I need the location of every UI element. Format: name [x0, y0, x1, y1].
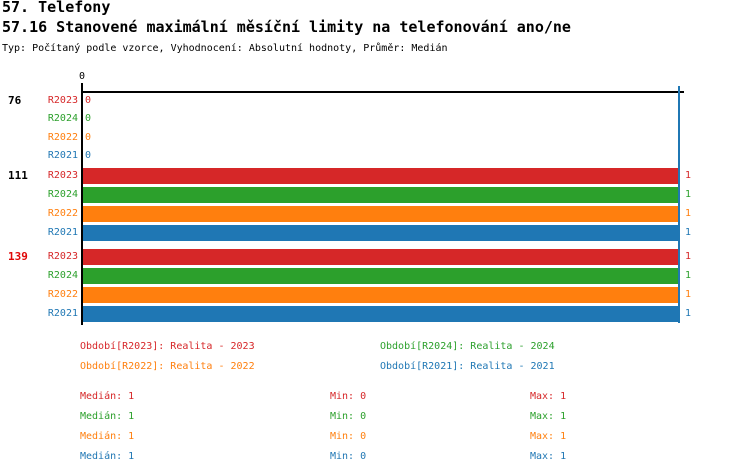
bar-value-label: 0 [85, 132, 92, 143]
bar [83, 187, 678, 203]
stat-median: Medián: 1 [80, 431, 135, 442]
bar [83, 225, 678, 241]
stat-median: Medián: 1 [80, 451, 135, 462]
bar-value-label: 1 [685, 270, 692, 281]
series-label: R2023 [47, 95, 78, 106]
series-label: R2022 [47, 289, 78, 300]
stat-min: Min: 0 [330, 411, 367, 422]
stat-max: Max: 1 [530, 451, 567, 462]
max-value-line [678, 86, 680, 323]
stat-max: Max: 1 [530, 391, 567, 402]
stat-max: Max: 1 [530, 411, 567, 422]
bar-value-label: 1 [685, 289, 692, 300]
bar-value-label: 0 [85, 95, 92, 106]
stat-min: Min: 0 [330, 391, 367, 402]
legend-item: Období[R2021]: Realita - 2021 [380, 361, 555, 372]
series-label: R2024 [47, 270, 78, 281]
bar [83, 306, 678, 322]
bar [83, 249, 678, 265]
group-label: 139 [8, 250, 28, 263]
stat-median: Medián: 1 [80, 391, 135, 402]
bar-value-label: 0 [85, 150, 92, 161]
bar-value-label: 0 [85, 113, 92, 124]
bar-value-label: 1 [685, 170, 692, 181]
legend-item: Období[R2023]: Realita - 2023 [80, 341, 255, 352]
legend-item: Období[R2022]: Realita - 2022 [80, 361, 255, 372]
stat-max: Max: 1 [530, 431, 567, 442]
series-label: R2024 [47, 113, 78, 124]
bar-value-label: 1 [685, 308, 692, 319]
series-label: R2022 [47, 132, 78, 143]
legend-item: Období[R2024]: Realita - 2024 [380, 341, 555, 352]
bar-value-label: 1 [685, 251, 692, 262]
bar [83, 287, 678, 303]
stat-median: Medián: 1 [80, 411, 135, 422]
stat-min: Min: 0 [330, 451, 367, 462]
group-label: 76 [8, 94, 22, 107]
bar [83, 268, 678, 284]
series-label: R2021 [47, 308, 78, 319]
series-label: R2024 [47, 189, 78, 200]
series-label: R2023 [47, 251, 78, 262]
page-title: 57. Telefony [2, 0, 111, 16]
chart-subtitle: 57.16 Stanovené maximální měsíční limity… [2, 18, 571, 36]
bar-value-label: 1 [685, 227, 692, 238]
group-label: 111 [8, 169, 28, 182]
chart-meta-info: Typ: Počítaný podle vzorce, Vyhodnocení:… [2, 43, 448, 54]
series-label: R2023 [47, 170, 78, 181]
stat-min: Min: 0 [330, 431, 367, 442]
bar [83, 168, 678, 184]
bar-value-label: 1 [685, 189, 692, 200]
bar [83, 206, 678, 222]
series-label: R2022 [47, 208, 78, 219]
series-label: R2021 [47, 227, 78, 238]
y-axis-line [81, 83, 83, 325]
bar-value-label: 1 [685, 208, 692, 219]
series-label: R2021 [47, 150, 78, 161]
x-axis-line [81, 91, 684, 93]
x-axis-tick-label-zero: 0 [78, 71, 86, 82]
